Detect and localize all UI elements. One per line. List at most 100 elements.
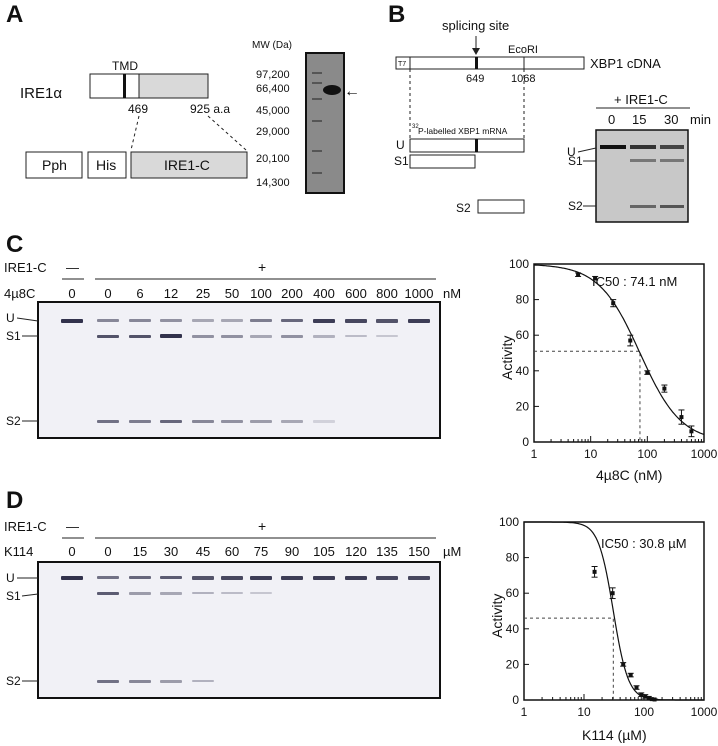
- mw-marker-label: 14,300: [256, 177, 290, 189]
- c-conc-label: 100: [250, 286, 272, 301]
- d-unit: µM: [443, 544, 461, 559]
- d-conc-label: 105: [313, 544, 335, 559]
- chart-c-frame: [533, 263, 705, 443]
- mw-title: MW (Da): [252, 40, 292, 51]
- chart-c-ytick-label: 60: [516, 328, 530, 342]
- chart-d-fit-curve: [524, 521, 704, 701]
- p32-superscript: 32: [412, 124, 419, 130]
- d-band: [129, 592, 151, 595]
- his-box: [87, 151, 127, 179]
- c-conc-label: 0: [68, 286, 75, 301]
- chart-d-ylabel: Activity: [489, 594, 505, 638]
- d-conc-label: 60: [225, 544, 239, 559]
- mw-marker-label: 20,100: [256, 153, 290, 165]
- c-band: [192, 319, 214, 322]
- chart-c-xlabel: 4µ8C (nM): [596, 467, 662, 483]
- time-unit: min: [690, 112, 711, 127]
- c-band: [250, 319, 272, 322]
- c-band: [160, 334, 182, 338]
- chart-c-xtick-label: 100: [637, 447, 657, 461]
- d-row1-label: IRE1-C: [4, 519, 47, 534]
- chart-c-data-point: [662, 386, 667, 391]
- c-minus: —: [66, 260, 79, 275]
- c-band: [192, 335, 214, 338]
- c-band: [97, 319, 119, 322]
- d-conc-label: 15: [133, 544, 147, 559]
- c-band: [129, 335, 151, 338]
- d-s2-label: S2: [6, 674, 21, 688]
- d-band: [97, 576, 119, 579]
- c-conc-label: 0: [104, 286, 111, 301]
- d-band: [129, 680, 151, 683]
- chart-d-data-point: [621, 662, 626, 667]
- d-conc-label: 75: [254, 544, 268, 559]
- c-band: [345, 319, 367, 323]
- s1-fragment: [409, 154, 476, 169]
- d-band: [281, 576, 303, 580]
- d-band: [408, 576, 430, 580]
- mw-marker-label: 97,200: [256, 69, 290, 81]
- d-conc-label: 0: [104, 544, 111, 559]
- chart-d-xlabel: K114 (µM): [582, 727, 647, 743]
- c-conc-label: 400: [313, 286, 335, 301]
- gel-u-label: U: [567, 145, 576, 159]
- c-band: [345, 335, 367, 337]
- d-band: [129, 576, 151, 579]
- chart-d-ytick-label: 80: [506, 551, 520, 565]
- ire1c-box: [130, 151, 248, 179]
- c-s2-label: S2: [6, 414, 21, 428]
- chart-d-ytick-label: 0: [512, 693, 519, 707]
- treatment-label: + IRE1-C: [614, 92, 668, 107]
- d-concentration-labels: 0 0 15 30 45 60 75 90 105 120 135 150: [68, 544, 429, 559]
- d-band: [160, 576, 182, 579]
- u-fragment-label: U: [396, 138, 405, 152]
- d-plus: +: [258, 518, 266, 534]
- c-conc-label: 12: [164, 286, 178, 301]
- chart-d-ytick-label: 40: [506, 622, 520, 636]
- chart-c-data-point: [593, 276, 598, 281]
- c-band: [250, 335, 272, 338]
- d-band: [250, 576, 272, 580]
- chart-c-data-point: [645, 370, 650, 375]
- panel-c-label: C: [6, 231, 23, 258]
- pph-box: [25, 151, 83, 179]
- c-plus: +: [258, 259, 266, 275]
- panel-b-label: B: [388, 1, 405, 28]
- c-band: [160, 319, 182, 322]
- gel-s1-label: S1: [568, 154, 583, 168]
- time-course-gel: [595, 129, 689, 223]
- c-band: [281, 420, 303, 423]
- c-band: [313, 319, 335, 323]
- d-band: [221, 592, 243, 594]
- time-0: 0: [608, 112, 615, 127]
- splice-site-mark: [475, 57, 478, 69]
- chart-d-data-point: [639, 692, 644, 697]
- c-conc-label: 800: [376, 286, 398, 301]
- chart-d-xtick-label: 100: [634, 705, 654, 719]
- c-band: [129, 319, 151, 322]
- d-conc-label: 150: [408, 544, 430, 559]
- chart-c-ytick-label: 40: [516, 364, 530, 378]
- d-conc-label: 30: [164, 544, 178, 559]
- c-band: [61, 319, 83, 323]
- pos-925: 925 a.a: [190, 102, 230, 116]
- chart-d-data-point: [643, 694, 648, 699]
- ire1a-label: IRE1α: [20, 85, 62, 102]
- c-band: [250, 420, 272, 423]
- c-row2-label: 4µ8C: [4, 286, 35, 301]
- chart-d-ic50-guide: [524, 617, 614, 700]
- c-band: [376, 319, 398, 323]
- c-band: [192, 420, 214, 423]
- ire1c-label: IRE1-C: [164, 157, 210, 173]
- band-arrow: ←: [344, 83, 360, 100]
- pos-1068: 1068: [511, 73, 535, 85]
- chart-d-xtick-label: 1: [521, 705, 528, 719]
- chart-c-data-point: [679, 415, 684, 420]
- d-minus: —: [66, 519, 79, 534]
- cdna-label: XBP1 cDNA: [590, 56, 661, 71]
- d-conc-label: 90: [285, 544, 299, 559]
- c-gel-bands: [61, 319, 430, 423]
- chart-d-ytick-label: 60: [506, 586, 520, 600]
- d-band: [192, 576, 214, 580]
- gel-s2-label: S2: [568, 199, 583, 213]
